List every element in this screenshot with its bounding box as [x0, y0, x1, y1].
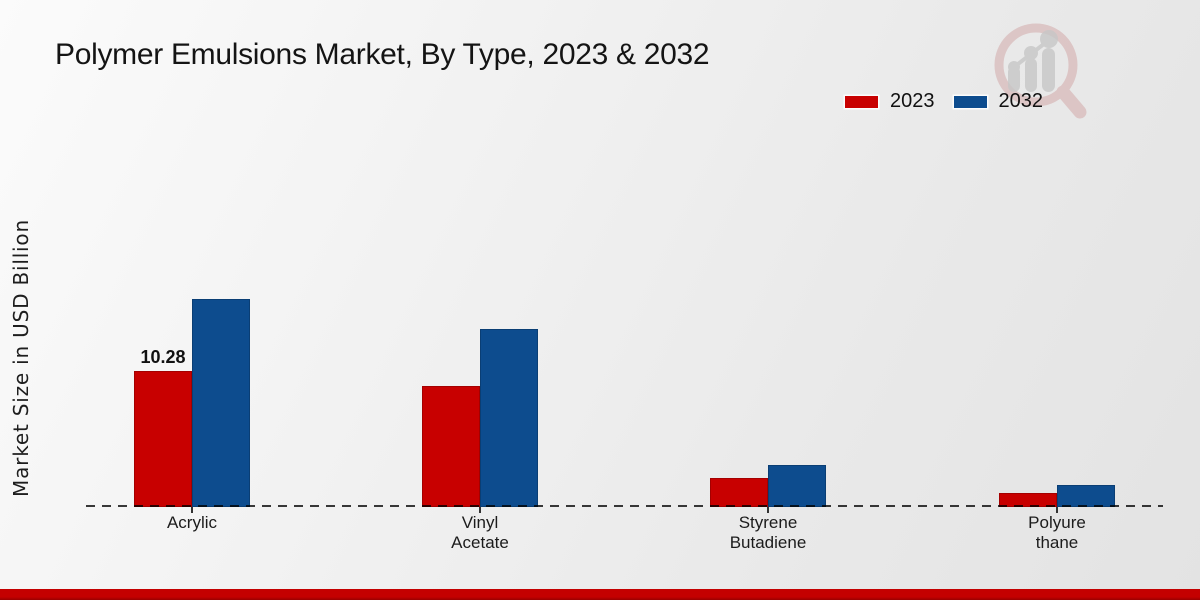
x-tick	[1056, 507, 1058, 513]
category-label-polyurethane: Polyure thane	[1028, 513, 1086, 552]
zero-baseline	[86, 505, 1163, 507]
x-tick	[767, 507, 769, 513]
chart-title: Polymer Emulsions Market, By Type, 2023 …	[55, 38, 710, 71]
category-label-vinyl-acetate: Vinyl Acetate	[451, 513, 509, 552]
magnifier-bar-chart-logo-icon	[994, 23, 1087, 119]
x-tick	[479, 507, 481, 513]
bar-2023-vinyl-acetate	[422, 386, 480, 507]
bar-2023-styrene-butadiene	[710, 478, 768, 507]
bar-2023-acrylic	[134, 371, 192, 507]
bar-2032-styrene-butadiene	[768, 465, 826, 507]
x-tick	[191, 507, 193, 513]
bar-value-label: 10.28	[140, 347, 186, 367]
legend-label-2032: 2032	[998, 90, 1044, 112]
bar-2032-acrylic	[192, 299, 250, 507]
legend-item-2023: 2023	[845, 90, 935, 113]
category-label-styrene-butadiene: Styrene Butadiene	[729, 513, 807, 552]
legend-swatch-2032	[953, 95, 987, 108]
legend-item-2032: 2032	[953, 90, 1044, 113]
legend-swatch-2023	[845, 95, 878, 108]
bar-2032-vinyl-acetate	[480, 329, 538, 507]
footer-accent-bar	[0, 589, 1200, 600]
bar-2032-polyurethane	[1057, 485, 1115, 507]
legend: 2023 2032	[845, 90, 1043, 113]
legend-label-2023: 2023	[890, 90, 935, 112]
category-label-acrylic: Acrylic	[166, 513, 218, 532]
